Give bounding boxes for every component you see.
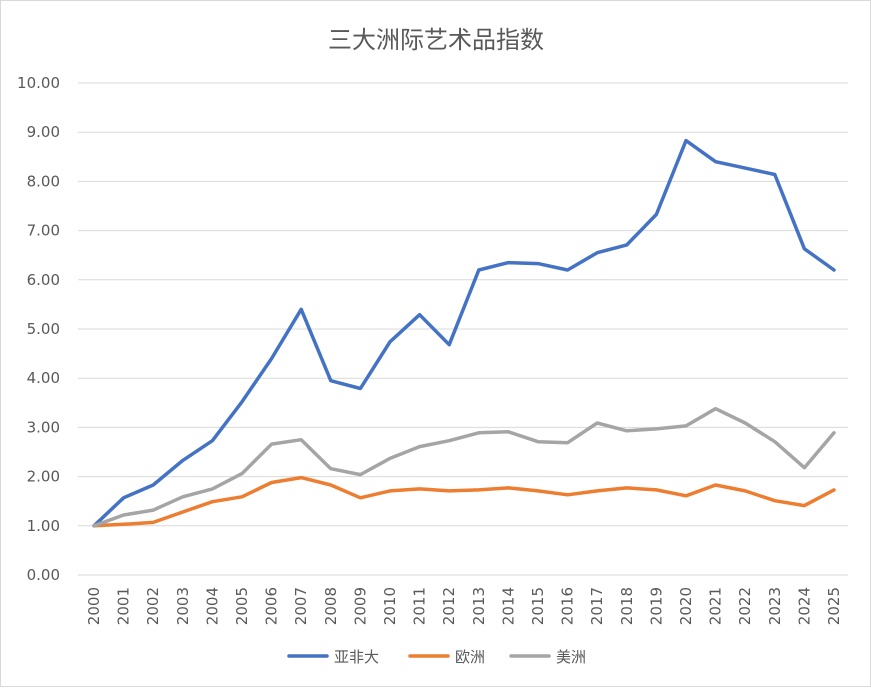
x-tick-label: 2002	[144, 587, 162, 625]
x-tick-label: 2001	[115, 587, 133, 625]
x-tick-label: 2020	[677, 587, 695, 625]
x-tick-label: 2016	[559, 587, 577, 625]
y-axis-ticks: 0.00 1.00 2.00 3.00 4.00 5.00 6.00 7.00 8.00 9.00…	[17, 74, 60, 584]
x-tick-label: 2015	[529, 587, 547, 625]
x-tick-label: 2011	[411, 587, 429, 625]
y-tick-label: 3.00	[27, 418, 60, 436]
x-tick-label: 2003	[174, 587, 192, 625]
gridlines	[78, 82, 848, 576]
legend-label: 美洲	[556, 648, 586, 666]
chart-title: 三大洲际艺术品指数	[328, 26, 544, 54]
x-tick-label: 2006	[263, 587, 281, 625]
x-tick-label: 2014	[499, 587, 517, 625]
x-tick-label: 2005	[233, 587, 251, 625]
x-tick-label: 2024	[795, 587, 813, 625]
x-tick-label: 2007	[292, 587, 310, 625]
x-tick-label: 2009	[351, 587, 369, 625]
y-tick-label: 0.00	[27, 566, 60, 584]
series-line-0	[92, 138, 836, 528]
x-tick-label: 2004	[203, 587, 221, 625]
y-tick-label: 9.00	[27, 123, 60, 141]
series-line-2	[92, 406, 836, 528]
series-line-1	[92, 475, 836, 528]
y-tick-label: 1.00	[27, 517, 60, 535]
x-tick-label: 2021	[707, 587, 725, 625]
x-tick-label: 2000	[85, 587, 103, 625]
x-tick-label: 2022	[736, 587, 754, 625]
legend: 亚非大 欧洲 美洲	[287, 648, 586, 666]
y-tick-label: 6.00	[27, 271, 60, 289]
y-tick-label: 5.00	[27, 320, 60, 338]
y-tick-label: 4.00	[27, 369, 60, 387]
x-tick-label: 2019	[647, 587, 665, 625]
x-tick-label: 2008	[322, 587, 340, 625]
x-tick-label: 2013	[470, 587, 488, 625]
x-tick-label: 2025	[825, 587, 843, 625]
legend-label: 欧洲	[455, 648, 485, 666]
x-tick-label: 2010	[381, 587, 399, 625]
x-tick-label: 2018	[618, 587, 636, 625]
x-tick-label: 2023	[766, 587, 784, 625]
legend-label: 亚非大	[334, 648, 379, 666]
x-axis-ticks: 2000 2001 2002 2003 2004 2005 2006 2007 2008 2009…	[85, 587, 843, 625]
series-lines	[92, 138, 836, 528]
x-tick-label: 2017	[588, 587, 606, 625]
y-tick-label: 2.00	[27, 468, 60, 486]
y-tick-label: 7.00	[27, 222, 60, 240]
y-tick-label: 8.00	[27, 172, 60, 190]
x-tick-label: 2012	[440, 587, 458, 625]
y-tick-label: 10.00	[17, 74, 60, 92]
